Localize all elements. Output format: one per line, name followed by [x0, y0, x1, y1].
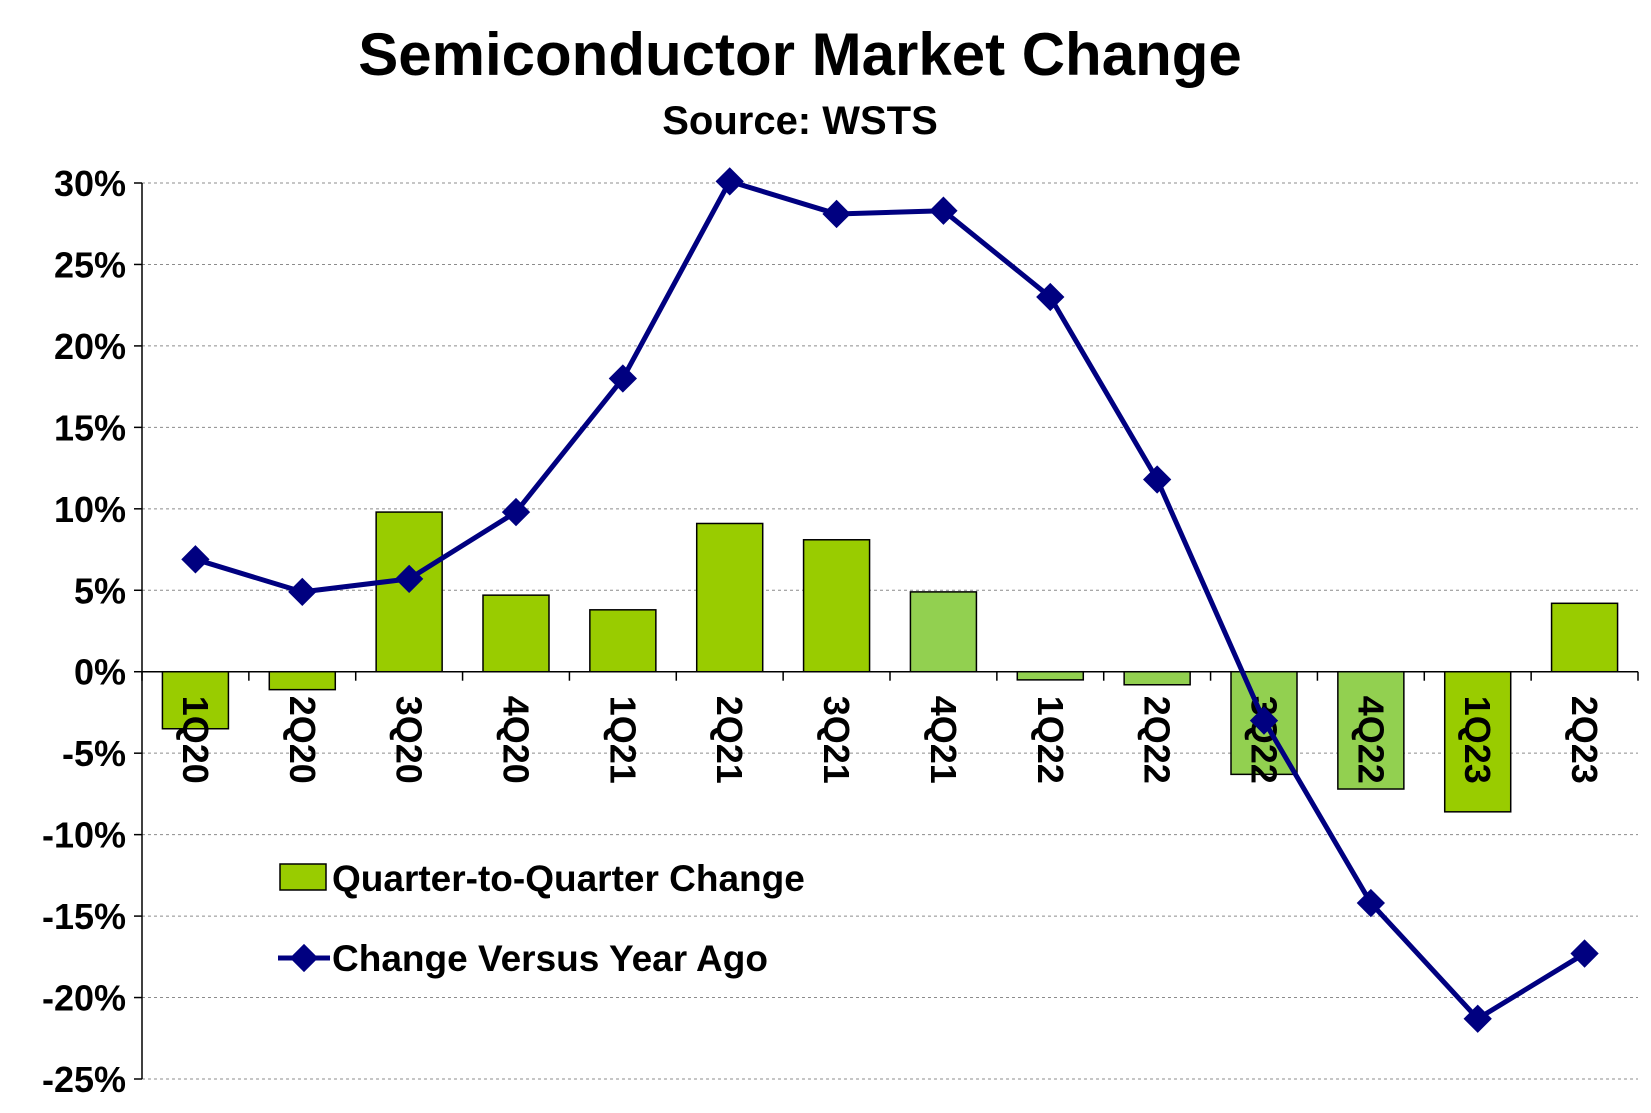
bar: [909, 591, 978, 673]
bar: [589, 609, 657, 673]
y-tick-label: 0%: [74, 652, 126, 693]
line-point: [1143, 465, 1172, 494]
y-tick-label: -15%: [42, 896, 126, 937]
legend-bar-label: Quarter-to-Quarter Change: [332, 858, 805, 899]
chart-subtitle: Source: WSTS: [662, 99, 938, 143]
y-tick-label: 30%: [54, 163, 126, 204]
y-tick-label: -5%: [62, 733, 126, 774]
x-tick-label: 1Q23: [1457, 696, 1498, 784]
y-axis-ticks: 30% 25% 20% 15% 10% 5% 0% -5% -10% -15% -20% -25%: [42, 163, 126, 1100]
y-tick-label: -10%: [42, 815, 126, 856]
y-tick-label: 10%: [54, 489, 126, 530]
legend-bar-swatch: [279, 863, 327, 891]
x-tick-label: 4Q22: [1350, 696, 1391, 784]
x-tick-label: 4Q21: [923, 696, 964, 784]
x-tick-label: 3Q21: [816, 696, 857, 784]
bar: [1443, 670, 1512, 813]
x-tick-label: 1Q20: [175, 696, 216, 784]
line-series: [181, 167, 1599, 1033]
line-point: [1463, 1004, 1492, 1033]
legend-line-label: Change Versus Year Ago: [332, 938, 768, 979]
x-tick-label: 2Q22: [1137, 696, 1178, 784]
line-point: [395, 564, 424, 594]
line-point: [1249, 706, 1279, 735]
bar: [482, 594, 550, 673]
x-axis-ticks: 1Q20 2Q20 3Q20 4Q20 1Q21 2Q21 3Q21 4Q21 1Q22 2Q22…: [175, 696, 1605, 784]
y-tick-label: 25%: [54, 244, 126, 285]
line-point: [181, 545, 210, 574]
y-tick-label: 15%: [54, 407, 126, 448]
y-tick-label: -25%: [42, 1059, 126, 1100]
y-tick-label: 5%: [74, 570, 126, 611]
line-point: [1570, 939, 1599, 968]
x-tick-label: 2Q23: [1564, 696, 1605, 784]
x-tick-label: 1Q21: [602, 696, 643, 784]
x-tick-label: 2Q21: [709, 696, 750, 784]
line-point: [715, 167, 744, 196]
line-point: [822, 199, 851, 229]
line-point: [501, 497, 531, 527]
line-point: [288, 577, 317, 607]
bar-series: [161, 511, 1619, 813]
legend-line-marker: [289, 943, 319, 973]
bar: [1123, 670, 1191, 686]
x-tick-label: 2Q20: [282, 696, 323, 784]
y-tick-label: 20%: [54, 326, 126, 367]
line-point: [1036, 282, 1065, 312]
line-path: [194, 178, 1586, 1022]
legend: Quarter-to-Quarter Change Change Versus …: [278, 858, 805, 979]
bar: [1337, 670, 1405, 790]
bar: [802, 539, 871, 673]
bar: [1016, 670, 1085, 681]
y-tick-label: -20%: [42, 978, 126, 1019]
line-point: [1356, 888, 1385, 918]
x-tick-label: 3Q20: [389, 696, 430, 784]
chart-title: Semiconductor Market Change: [358, 21, 1242, 88]
bar: [161, 670, 230, 730]
bar: [1550, 602, 1619, 673]
x-tick-label: 1Q22: [1030, 696, 1071, 784]
bar: [695, 522, 764, 673]
bar: [268, 670, 337, 691]
x-tick-label: 4Q20: [496, 696, 537, 784]
line-point: [608, 364, 637, 393]
line-point: [929, 196, 958, 225]
